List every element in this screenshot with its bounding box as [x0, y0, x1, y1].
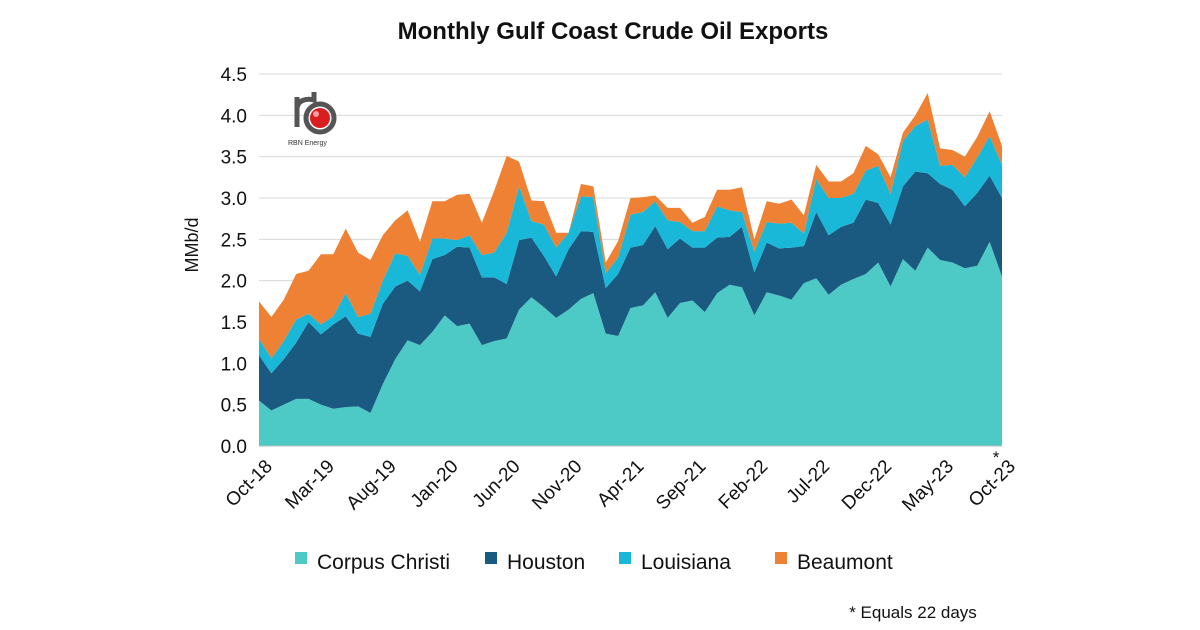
x-tick-label: Mar-19 — [281, 456, 338, 513]
logo-text: RBN Energy — [288, 140, 327, 147]
x-tick-label: Oct-18 — [222, 456, 277, 511]
legend-label: Louisiana — [641, 551, 731, 574]
series-area-louisiana — [259, 119, 1002, 374]
series-area-beaumont — [259, 93, 1002, 359]
x-tick-label: Nov-20 — [528, 456, 586, 514]
legend-swatch — [485, 552, 497, 564]
legend-swatch — [619, 552, 631, 564]
oct-23-asterisk: * — [993, 448, 1000, 467]
x-tick-label: Dec-22 — [838, 456, 896, 514]
y-tick-label: 1.5 — [221, 313, 247, 334]
rbn-energy-logo: RBN Energy — [288, 92, 337, 147]
legend-label: Corpus Christi — [317, 551, 450, 574]
x-tick-label: Jun-20 — [469, 456, 525, 512]
x-tick-label: Sep-21 — [652, 456, 710, 514]
y-tick-label: 3.5 — [221, 148, 247, 169]
footnote: * Equals 22 days — [849, 603, 977, 622]
y-tick-label: 1.0 — [221, 354, 247, 375]
x-tick-label: May-23 — [898, 456, 958, 516]
x-tick-label: Jan-20 — [407, 456, 463, 512]
legend-swatch — [775, 552, 787, 564]
y-tick-label: 2.5 — [221, 230, 247, 251]
legend-label: Beaumont — [797, 551, 893, 574]
x-tick-label: Jul-22 — [783, 456, 834, 507]
x-tick-label: Apr-21 — [593, 456, 648, 511]
y-tick-label: 4.5 — [221, 65, 247, 86]
legend-swatch — [295, 552, 307, 564]
legend-label: Houston — [507, 551, 585, 574]
x-tick-label: Feb-22 — [715, 456, 772, 513]
plot-area — [259, 93, 1002, 446]
red-ball-icon — [310, 108, 330, 128]
y-tick-label: 3.0 — [221, 189, 247, 210]
y-axis-label: MMb/d — [182, 217, 202, 272]
x-tick-label: Aug-19 — [343, 456, 401, 514]
y-tick-label: 2.0 — [221, 272, 247, 293]
y-tick-label: 4.0 — [221, 106, 247, 127]
y-tick-label: 0.0 — [221, 437, 247, 458]
y-tick-label: 0.5 — [221, 396, 247, 417]
chart-title: Monthly Gulf Coast Crude Oil Exports — [398, 18, 829, 45]
series-area-houston — [259, 171, 1002, 413]
series-area-corpus-christi — [259, 241, 1002, 446]
legend: Corpus Christi Houston Louisiana Beaumont — [295, 551, 893, 574]
